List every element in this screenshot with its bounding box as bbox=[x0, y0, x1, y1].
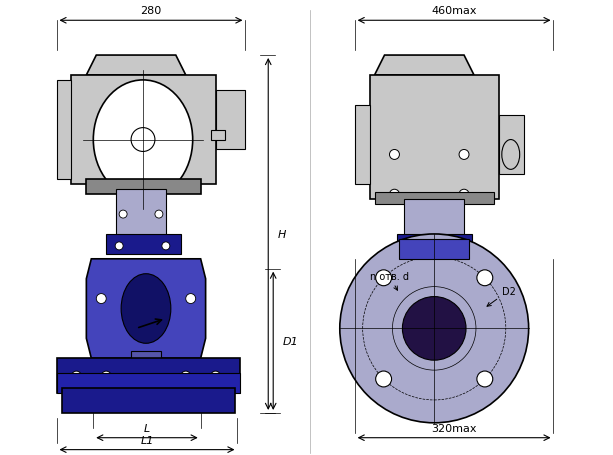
Circle shape bbox=[101, 371, 111, 381]
Bar bbox=[61, 388, 235, 413]
Text: 320max: 320max bbox=[432, 423, 477, 433]
Bar bbox=[126, 367, 166, 375]
Circle shape bbox=[459, 150, 469, 160]
Polygon shape bbox=[86, 259, 205, 359]
Circle shape bbox=[403, 243, 411, 250]
Bar bbox=[216, 91, 245, 150]
Bar bbox=[86, 180, 200, 195]
Text: L1: L1 bbox=[140, 435, 154, 445]
Bar bbox=[375, 193, 494, 205]
Text: D2: D2 bbox=[487, 286, 516, 307]
Ellipse shape bbox=[93, 81, 192, 200]
Bar bbox=[397, 234, 472, 254]
Circle shape bbox=[142, 376, 150, 384]
Bar bbox=[72, 76, 216, 185]
Text: n отв. d: n отв. d bbox=[370, 271, 409, 291]
Circle shape bbox=[477, 270, 493, 286]
Circle shape bbox=[376, 270, 392, 286]
Bar bbox=[499, 116, 524, 175]
Bar bbox=[56, 81, 72, 180]
Bar bbox=[136, 371, 156, 386]
Text: 280: 280 bbox=[140, 6, 162, 16]
Bar bbox=[400, 239, 469, 259]
Polygon shape bbox=[375, 56, 474, 76]
Circle shape bbox=[162, 243, 170, 250]
Circle shape bbox=[186, 294, 196, 304]
Bar bbox=[211, 130, 226, 140]
Circle shape bbox=[340, 234, 528, 423]
Circle shape bbox=[402, 297, 466, 360]
Circle shape bbox=[181, 371, 191, 381]
Ellipse shape bbox=[502, 140, 520, 170]
Bar bbox=[116, 190, 166, 239]
Text: 460max: 460max bbox=[432, 6, 477, 16]
Bar bbox=[355, 106, 370, 185]
Bar bbox=[131, 351, 161, 364]
Circle shape bbox=[477, 371, 493, 387]
Bar bbox=[56, 373, 240, 393]
Circle shape bbox=[389, 150, 400, 160]
Text: L: L bbox=[144, 423, 150, 433]
Circle shape bbox=[211, 371, 221, 381]
Circle shape bbox=[115, 243, 123, 250]
Text: H: H bbox=[278, 229, 286, 239]
Bar bbox=[370, 76, 499, 200]
Circle shape bbox=[72, 371, 82, 381]
Circle shape bbox=[457, 243, 465, 250]
Bar bbox=[106, 234, 181, 254]
Polygon shape bbox=[56, 359, 240, 393]
Polygon shape bbox=[86, 56, 186, 76]
Ellipse shape bbox=[121, 274, 171, 344]
Bar bbox=[405, 200, 464, 239]
Circle shape bbox=[131, 128, 155, 152]
Text: D1: D1 bbox=[283, 337, 299, 347]
Circle shape bbox=[96, 294, 106, 304]
Circle shape bbox=[459, 190, 469, 200]
Circle shape bbox=[155, 211, 163, 218]
Circle shape bbox=[389, 190, 400, 200]
Circle shape bbox=[376, 371, 392, 387]
Circle shape bbox=[119, 211, 127, 218]
